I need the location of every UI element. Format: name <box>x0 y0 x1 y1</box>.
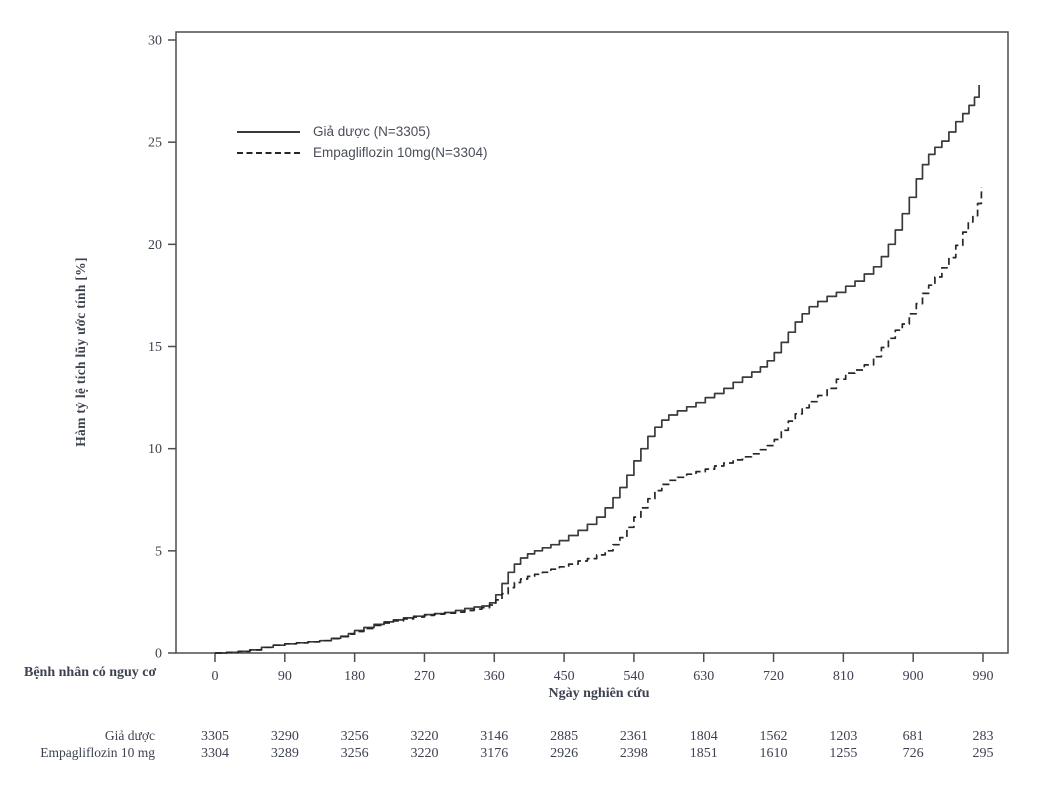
risk-count-row2: 1851 <box>690 746 718 761</box>
risk-count-row1: 3290 <box>271 729 299 744</box>
y-axis-title: Hàm tỷ lệ tích lũy ước tính [%] <box>73 257 88 447</box>
solid-line-sample <box>237 130 300 133</box>
x-tick-label: 900 <box>903 669 924 684</box>
risk-count-row1: 283 <box>973 729 994 744</box>
risk-count-row2: 1610 <box>760 746 788 761</box>
x-tick-label: 540 <box>623 669 644 684</box>
legend-item-empagliflozin: Empagliflozin 10mg(N=3304) <box>237 142 487 163</box>
y-tick-label: 5 <box>155 544 162 559</box>
risk-count-row1: 1203 <box>829 729 857 744</box>
risk-count-row1: 3146 <box>480 729 508 744</box>
risk-count-row2: 3256 <box>341 746 369 761</box>
risk-row-label-empagliflozin: Empagliflozin 10 mg <box>40 745 155 760</box>
y-tick-label: 0 <box>155 647 162 662</box>
risk-count-row2: 3289 <box>271 746 299 761</box>
risk-count-row2: 2398 <box>620 746 648 761</box>
y-tick-label: 15 <box>148 340 162 355</box>
y-tick-label: 25 <box>148 136 162 151</box>
risk-count-row2: 295 <box>973 746 994 761</box>
legend-label-placebo: Giả dược (N=3305) <box>313 124 431 139</box>
dashed-line-sample <box>237 151 300 154</box>
risk-count-row1: 3220 <box>410 729 438 744</box>
x-tick-label: 90 <box>278 669 292 684</box>
x-tick-label: 450 <box>554 669 575 684</box>
y-tick-label: 20 <box>148 238 162 253</box>
x-axis-title: Ngày nghiên cứu <box>548 686 650 701</box>
x-tick-label: 270 <box>414 669 435 684</box>
x-tick-label: 990 <box>973 669 994 684</box>
plot-frame <box>175 31 1009 654</box>
legend: Giả dược (N=3305) Empagliflozin 10mg(N=3… <box>237 121 487 163</box>
risk-count-row2: 3176 <box>480 746 508 761</box>
x-tick-label: 810 <box>833 669 854 684</box>
risk-count-row2: 3220 <box>410 746 438 761</box>
y-tick-label: 10 <box>148 442 162 457</box>
x-tick-label: 0 <box>212 669 219 684</box>
risk-count-row1: 3256 <box>341 729 369 744</box>
x-tick-label: 630 <box>693 669 714 684</box>
risk-count-row1: 1562 <box>760 729 788 744</box>
x-tick-label: 720 <box>763 669 784 684</box>
risk-count-row2: 1255 <box>829 746 857 761</box>
y-tick-label: 30 <box>148 34 162 49</box>
risk-count-row1: 1804 <box>690 729 718 744</box>
risk-count-row1: 2885 <box>550 729 578 744</box>
legend-item-placebo: Giả dược (N=3305) <box>237 121 487 142</box>
risk-count-row2: 3304 <box>201 746 229 761</box>
risk-count-row2: 2926 <box>550 746 578 761</box>
curve-empagliflozin <box>215 187 983 654</box>
risk-count-row2: 726 <box>903 746 924 761</box>
risk-count-row1: 2361 <box>620 729 648 744</box>
x-tick-label: 360 <box>484 669 505 684</box>
x-tick-label: 180 <box>344 669 365 684</box>
curve-placebo <box>215 85 980 654</box>
risk-count-row1: 681 <box>903 729 924 744</box>
risk-table-title: Bệnh nhân có nguy cơ <box>24 665 157 680</box>
risk-row-label-placebo: Giả dược <box>104 728 155 743</box>
legend-label-empagliflozin: Empagliflozin 10mg(N=3304) <box>313 145 488 160</box>
risk-count-row1: 3305 <box>201 729 229 744</box>
